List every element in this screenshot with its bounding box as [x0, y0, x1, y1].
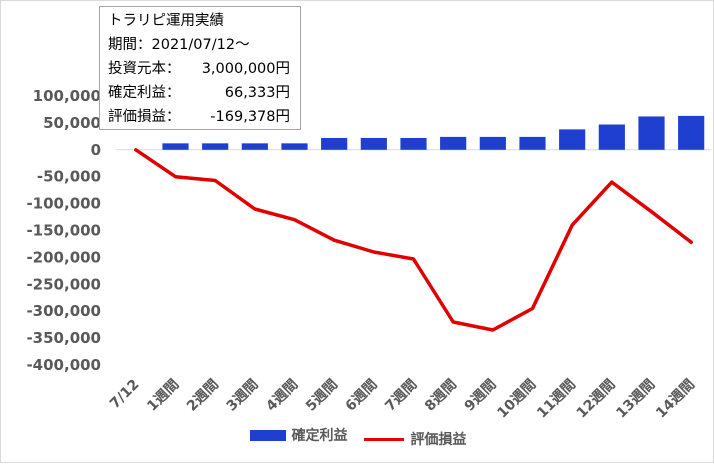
summary-title: トラリピ運用実績	[108, 13, 224, 29]
y-tick-label: -150,000	[26, 222, 101, 240]
x-tick-label: 9週間	[462, 377, 500, 415]
y-tick-label: 50,000	[43, 114, 101, 132]
legend-item-unrealized: 評価損益	[364, 429, 466, 449]
summary-realized-row: 確定利益： 66,333円	[104, 81, 300, 105]
realized-profit-bar	[400, 137, 427, 150]
legend-line-swatch	[364, 437, 405, 441]
y-tick-label: -350,000	[26, 329, 101, 347]
summary-period: 期間：2021/07/12～	[108, 37, 250, 53]
chart-legend: 確定利益 評価損益	[1, 425, 714, 448]
x-tick-label: 12週間	[574, 377, 619, 422]
realized-profit-bar	[281, 143, 308, 150]
unrealized-pl-value: -169,378円	[210, 109, 290, 125]
x-tick-label: 10週間	[494, 377, 539, 422]
legend-bar-label: 確定利益	[291, 428, 348, 444]
y-tick-label: -200,000	[26, 248, 101, 266]
x-tick-label: 3週間	[224, 377, 262, 415]
x-tick-label: 7/12	[107, 377, 143, 413]
x-tick-label: 11週間	[534, 377, 579, 422]
realized-profit-bar	[360, 137, 387, 150]
legend-line-label: 評価損益	[410, 432, 467, 448]
x-tick-label: 7週間	[382, 377, 420, 415]
y-tick-label: 0	[91, 141, 101, 159]
realized-profit-bar	[519, 136, 546, 150]
realized-profit-bar	[162, 143, 189, 150]
y-tick-label: -300,000	[26, 302, 101, 320]
unrealized-pl-line	[134, 148, 693, 332]
unrealized-pl-label: 評価損益：	[108, 109, 181, 125]
realized-profit-bar	[321, 137, 348, 150]
x-tick-label: 2週間	[184, 377, 222, 415]
realized-profit-bar	[202, 143, 229, 150]
realized-profit-bar	[559, 129, 586, 150]
principal-value: 3,000,000円	[201, 61, 290, 77]
y-tick-label: -50,000	[37, 168, 101, 186]
summary-title-row: トラリピ運用実績	[104, 9, 300, 33]
summary-period-row: 期間：2021/07/12～	[104, 33, 300, 57]
realized-profit-bar	[440, 136, 467, 150]
x-tick-label: 13週間	[613, 377, 658, 422]
y-tick-label: -250,000	[26, 275, 101, 293]
x-tick-label: 6週間	[343, 377, 381, 415]
performance-summary-box: トラリピ運用実績 期間：2021/07/12～ 投資元本： 3,000,000円…	[99, 6, 301, 130]
realized-profit-bar	[479, 136, 506, 150]
x-tick-label: 5週間	[303, 377, 341, 415]
legend-bar-swatch	[249, 429, 286, 441]
x-tick-label: 14週間	[653, 377, 698, 422]
y-tick-label: -100,000	[26, 195, 101, 213]
x-tick-label: 1週間	[144, 377, 182, 415]
legend-item-realized: 確定利益	[249, 425, 348, 445]
realized-profit-bar	[241, 143, 268, 150]
y-tick-label: -400,000	[26, 356, 101, 374]
principal-label: 投資元本：	[108, 61, 181, 77]
realized-profit-bar	[598, 124, 625, 150]
realized-profit-bar	[678, 115, 705, 150]
summary-unrealized-row: 評価損益： -169,378円	[104, 105, 300, 129]
x-tick-label: 4週間	[263, 377, 301, 415]
realized-profit-value: 66,333円	[224, 85, 290, 101]
summary-principal-row: 投資元本： 3,000,000円	[104, 57, 300, 81]
realized-profit-bar	[638, 116, 665, 150]
y-tick-label: 100,000	[33, 87, 101, 105]
x-tick-label: 8週間	[422, 377, 460, 415]
realized-profit-label: 確定利益：	[108, 85, 181, 101]
